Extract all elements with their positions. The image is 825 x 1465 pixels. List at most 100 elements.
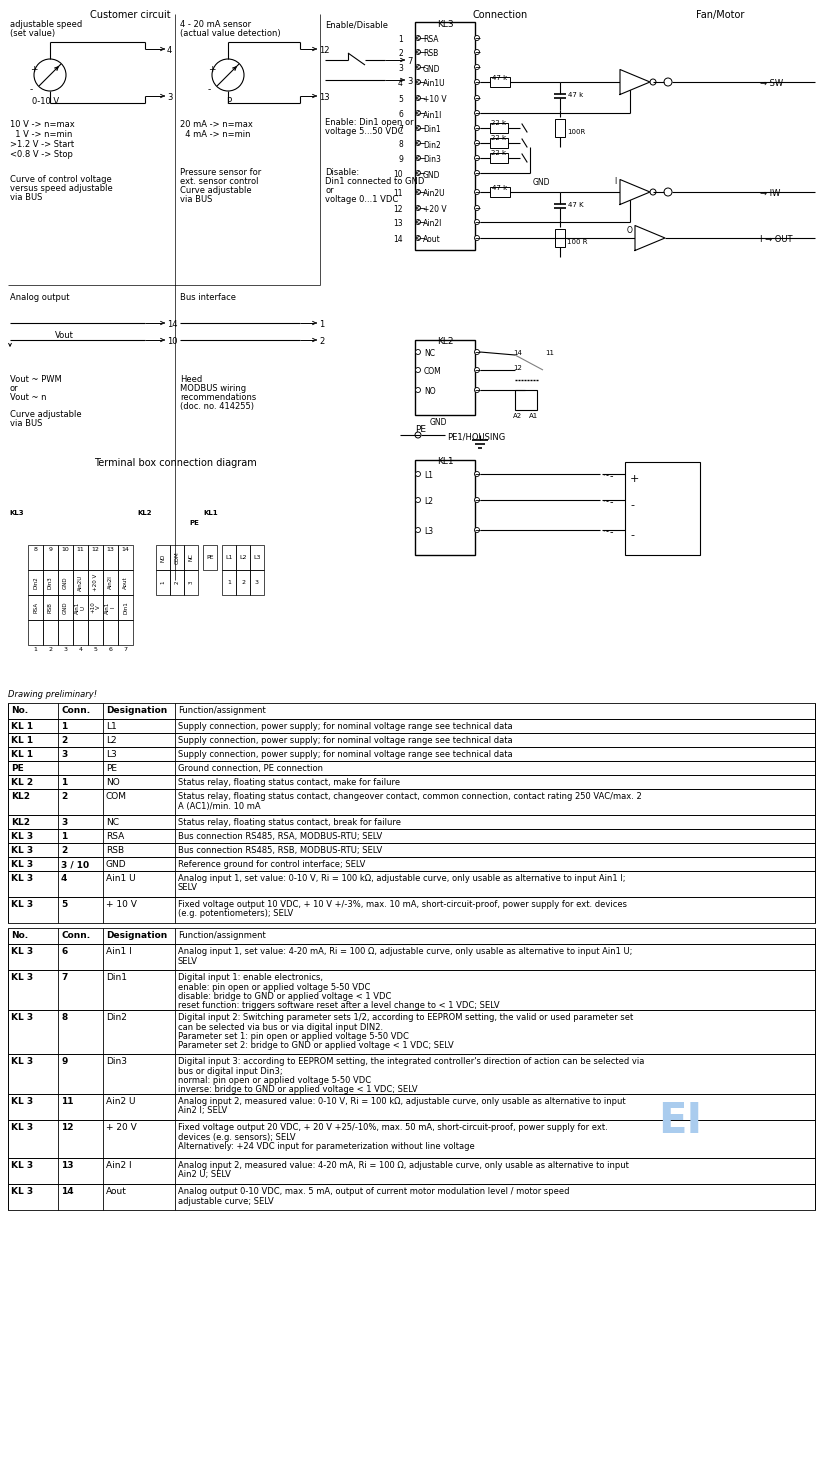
Text: L1: L1 [225, 555, 233, 560]
Circle shape [474, 220, 479, 224]
Bar [73, 595, 88, 620]
Text: 9: 9 [398, 155, 403, 164]
Text: MODBUS wiring: MODBUS wiring [180, 384, 246, 393]
Bar [156, 545, 170, 570]
Text: 11: 11 [77, 546, 84, 552]
Text: or: or [10, 384, 19, 393]
Text: KL 3: KL 3 [11, 1012, 33, 1023]
Text: 2: 2 [241, 580, 245, 585]
Text: RSB: RSB [106, 845, 124, 856]
Bar [88, 595, 103, 620]
Text: Heed: Heed [180, 375, 202, 384]
Circle shape [416, 141, 421, 145]
Text: +10
V: +10 V [90, 602, 101, 614]
Text: 12: 12 [61, 1124, 73, 1132]
Text: KL 3: KL 3 [11, 946, 33, 957]
Text: Status relay, floating status contact, make for failure: Status relay, floating status contact, m… [178, 778, 400, 787]
Text: A (AC1)/min. 10 mA: A (AC1)/min. 10 mA [178, 801, 261, 810]
Bar [88, 570, 103, 595]
Text: RSA: RSA [33, 602, 38, 612]
Text: RSB: RSB [48, 602, 53, 612]
Text: >1.2 V -> Start: >1.2 V -> Start [10, 141, 74, 149]
Text: versus speed adjustable: versus speed adjustable [10, 185, 113, 193]
Text: 10: 10 [167, 337, 177, 346]
Text: Connection: Connection [473, 10, 528, 21]
Text: adjustable curve; SELV: adjustable curve; SELV [178, 1197, 274, 1206]
Circle shape [474, 141, 479, 145]
Text: Analog input 1, set value: 4-20 mA, Ri = 100 Ω, adjustable curve, only usable as: Analog input 1, set value: 4-20 mA, Ri =… [178, 946, 633, 957]
Bar [236, 570, 250, 595]
Circle shape [416, 189, 421, 195]
Text: 22 k: 22 k [492, 135, 507, 141]
Text: normal: pin open or applied voltage 5-50 VDC: normal: pin open or applied voltage 5-50… [178, 1075, 371, 1086]
Bar [8, 897, 815, 923]
Text: Enable/Disable: Enable/Disable [325, 21, 388, 29]
Text: +10 V: +10 V [423, 95, 446, 104]
Text: GND: GND [533, 179, 550, 188]
Bar [250, 570, 264, 595]
Text: 4: 4 [398, 79, 403, 88]
Circle shape [34, 59, 66, 91]
Text: No.: No. [11, 706, 28, 715]
Text: L2: L2 [239, 555, 247, 560]
Circle shape [650, 79, 656, 85]
Text: 3: 3 [61, 817, 68, 828]
Circle shape [474, 64, 479, 69]
Text: PE: PE [106, 765, 117, 774]
Bar [8, 927, 815, 943]
Circle shape [474, 95, 479, 101]
Bar [236, 545, 250, 570]
Circle shape [474, 155, 479, 161]
Text: Ain2 I: Ain2 I [106, 1160, 132, 1171]
Bar [170, 545, 184, 570]
Text: L1: L1 [424, 472, 433, 481]
Bar [8, 872, 815, 897]
Bar [43, 570, 58, 595]
Text: Bus connection RS485, RSB, MODBUS-RTU; SELV: Bus connection RS485, RSB, MODBUS-RTU; S… [178, 845, 382, 856]
Text: 9: 9 [61, 1058, 68, 1067]
Text: Vout: Vout [55, 331, 74, 340]
Bar [58, 620, 73, 645]
Text: 6: 6 [61, 946, 68, 957]
Circle shape [416, 95, 421, 101]
Text: Bus interface: Bus interface [180, 293, 236, 302]
Circle shape [474, 527, 479, 532]
Text: via BUS: via BUS [10, 419, 42, 428]
Text: NO: NO [424, 388, 436, 397]
Text: I: I [614, 177, 616, 186]
Bar [73, 545, 88, 570]
Text: Curve of control voltage: Curve of control voltage [10, 174, 111, 185]
Circle shape [416, 350, 421, 355]
Text: Status relay, floating status contact, changeover contact, common connection, co: Status relay, floating status contact, c… [178, 793, 642, 801]
Text: +: + [30, 64, 37, 75]
Text: RSA: RSA [106, 832, 125, 841]
Bar [156, 570, 170, 595]
Bar [490, 123, 508, 133]
Text: KL 3: KL 3 [11, 860, 33, 869]
Text: 1: 1 [34, 648, 37, 652]
Bar [88, 620, 103, 645]
Text: 4 - 20 mA sensor: 4 - 20 mA sensor [180, 21, 251, 29]
Text: devices (e.g. sensors); SELV: devices (e.g. sensors); SELV [178, 1132, 295, 1141]
Text: (e.g. potentiometers); SELV: (e.g. potentiometers); SELV [178, 910, 293, 919]
Text: O: O [627, 226, 633, 234]
Bar [8, 790, 815, 815]
Circle shape [664, 188, 672, 196]
Text: COM: COM [175, 551, 180, 564]
Text: Alternatively: +24 VDC input for parameterization without line voltage: Alternatively: +24 VDC input for paramet… [178, 1143, 474, 1151]
Text: can be selected via bus or via digital input DIN2.: can be selected via bus or via digital i… [178, 1023, 383, 1031]
Bar [103, 595, 118, 620]
Text: 12: 12 [394, 205, 403, 214]
Text: via BUS: via BUS [10, 193, 42, 202]
Text: I → OUT: I → OUT [760, 234, 793, 245]
Text: 14: 14 [61, 1187, 73, 1195]
Text: 2: 2 [61, 735, 68, 746]
Bar [8, 760, 815, 775]
Text: Din2: Din2 [106, 1012, 127, 1023]
Text: KL 3: KL 3 [11, 832, 33, 841]
Text: Conn.: Conn. [61, 706, 90, 715]
Bar [8, 970, 815, 1009]
Text: 100 R: 100 R [567, 239, 587, 245]
Text: Ain2I: Ain2I [108, 576, 113, 589]
Circle shape [416, 155, 421, 161]
